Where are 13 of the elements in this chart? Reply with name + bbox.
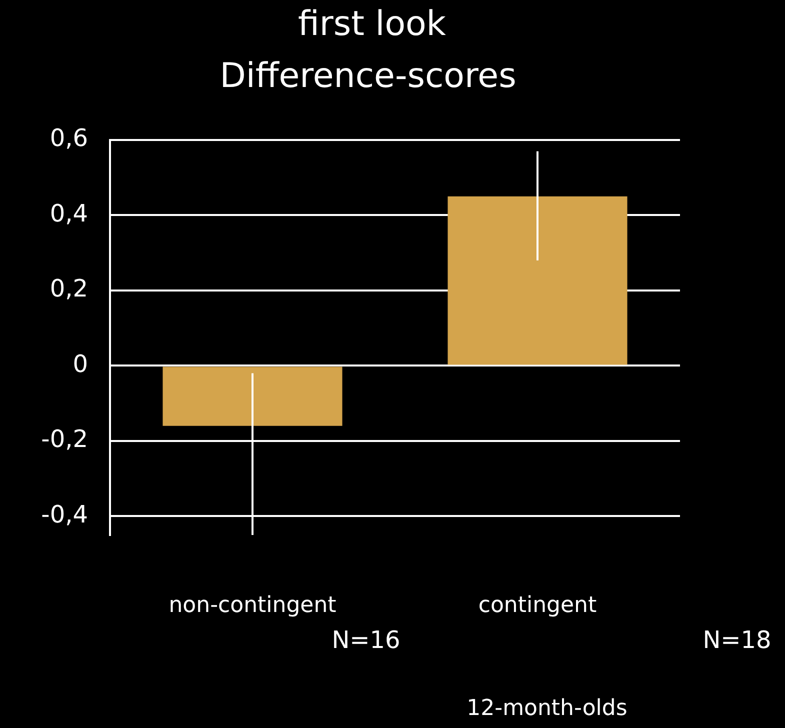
y-tick-label: 0,2 [50, 274, 88, 303]
y-tick-label: -0,2 [41, 425, 88, 454]
x-tick-label: contingent [478, 592, 597, 618]
chart-title: first look [298, 4, 446, 44]
chart-subtitle: Difference-scores [220, 56, 516, 96]
x-tick-label: non-contingent [168, 592, 337, 618]
x-axis-title: 12-month-olds [466, 696, 628, 721]
text: N=16 [332, 626, 400, 654]
y-tick-label: 0 [72, 350, 88, 378]
y-tick-label: -0,4 [41, 500, 88, 528]
y-tick-label: 0,6 [50, 124, 88, 152]
y-tick-label: 0,4 [50, 199, 88, 228]
text: N=18 [702, 626, 772, 654]
